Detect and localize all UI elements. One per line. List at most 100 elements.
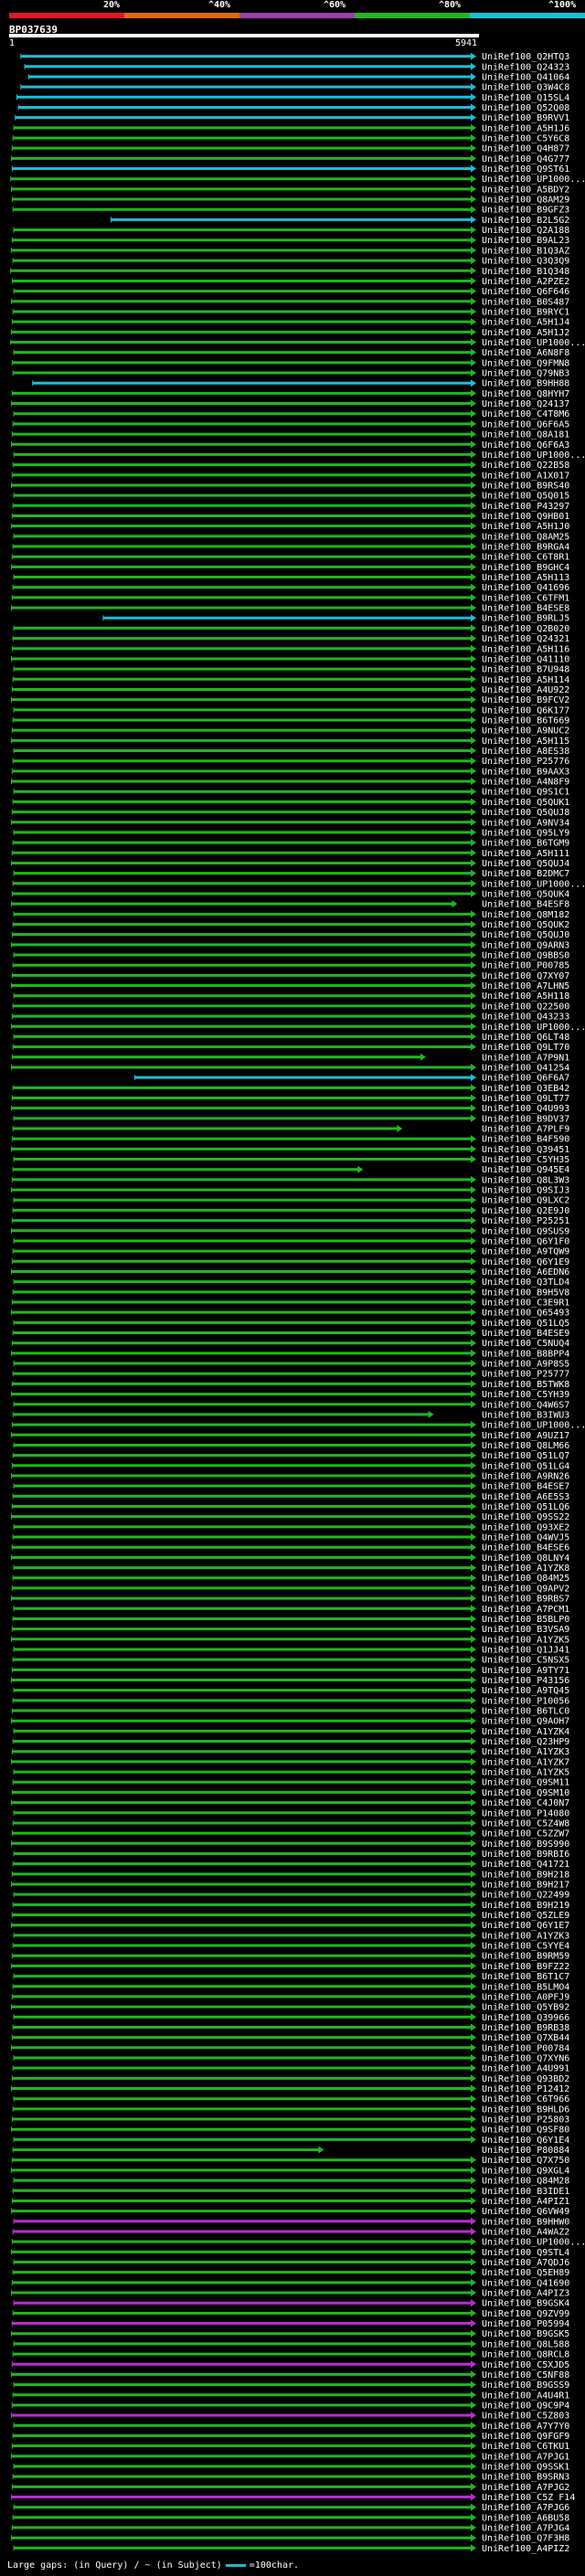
- hit-label[interactable]: UniRef100_UP1000...: [482, 879, 585, 889]
- hit-row[interactable]: UniRef100_B3IWU3: [12, 1410, 569, 1420]
- hit-label[interactable]: UniRef100_Q5Q015: [482, 492, 569, 502]
- hit-label[interactable]: UniRef100_C6TFM1: [482, 593, 569, 603]
- hit-row[interactable]: UniRef100_B9RBI6: [13, 1850, 569, 1860]
- hit-label[interactable]: UniRef100_C5NSX5: [482, 1656, 569, 1666]
- hit-label[interactable]: UniRef100_B9HLD6: [482, 2104, 569, 2115]
- hit-label[interactable]: UniRef100_B9AL23: [482, 236, 569, 246]
- hit-row[interactable]: UniRef100_A8ES38: [13, 747, 569, 757]
- hit-label[interactable]: UniRef100_Q7XB44: [482, 2033, 569, 2043]
- hit-row[interactable]: UniRef100_Q23HP9: [12, 1737, 569, 1747]
- hit-label[interactable]: UniRef100_B9SRN3: [482, 2473, 569, 2483]
- hit-row[interactable]: UniRef100_C5YYE4: [12, 1942, 569, 1952]
- hit-row[interactable]: UniRef100_Q6K177: [13, 705, 569, 716]
- hit-label[interactable]: UniRef100_A9TQ45: [482, 1686, 569, 1696]
- hit-label[interactable]: UniRef100_B9RBS7: [482, 1595, 569, 1605]
- hit-row[interactable]: UniRef100_Q6Y1E4: [13, 2136, 569, 2146]
- hit-label[interactable]: UniRef100_B9HH88: [482, 379, 569, 389]
- hit-label[interactable]: UniRef100_P43156: [482, 1676, 569, 1686]
- hit-row[interactable]: UniRef100_Q5QUJ0: [11, 930, 569, 940]
- hit-row[interactable]: UniRef100_Q4W6S7: [13, 1400, 569, 1410]
- hit-row[interactable]: UniRef100_Q8RCL8: [12, 2350, 569, 2360]
- hit-label[interactable]: UniRef100_B1Q3AZ: [482, 246, 569, 256]
- hit-label[interactable]: UniRef100_P25803: [482, 2115, 569, 2125]
- hit-label[interactable]: UniRef100_A9NV34: [482, 818, 569, 828]
- hit-label[interactable]: UniRef100_Q8AM29: [482, 196, 569, 206]
- hit-label[interactable]: UniRef100_A5H111: [482, 849, 569, 859]
- hit-row[interactable]: UniRef100_A1YZK4: [13, 1727, 569, 1737]
- hit-label[interactable]: UniRef100_A1X017: [482, 471, 569, 481]
- hit-row[interactable]: UniRef100_Q9SIJ3: [10, 1186, 569, 1196]
- hit-row[interactable]: UniRef100_A5H115: [10, 737, 569, 747]
- hit-label[interactable]: UniRef100_Q24321: [482, 634, 569, 644]
- hit-label[interactable]: UniRef100_Q9APV2: [482, 1584, 569, 1594]
- hit-label[interactable]: UniRef100_B9GSK5: [482, 2329, 569, 2339]
- hit-label[interactable]: UniRef100_B6T1C7: [482, 1972, 569, 1982]
- hit-label[interactable]: UniRef100_A1YZK5: [482, 1768, 569, 1778]
- hit-row[interactable]: UniRef100_B3VSA9: [11, 1625, 569, 1635]
- hit-row[interactable]: UniRef100_Q24137: [10, 399, 569, 409]
- hit-label[interactable]: UniRef100_B9RB38: [482, 2023, 569, 2033]
- hit-row[interactable]: UniRef100_Q9STL4: [10, 2248, 569, 2258]
- hit-label[interactable]: UniRef100_Q4WVJ5: [482, 1533, 569, 1543]
- hit-row[interactable]: UniRef100_UP1000...: [11, 2238, 585, 2248]
- hit-row[interactable]: UniRef100_Q39451: [10, 1145, 569, 1155]
- hit-row[interactable]: UniRef100_Q7X750: [11, 2156, 569, 2166]
- hit-row[interactable]: UniRef100_Q6F6A5: [12, 419, 569, 429]
- hit-row[interactable]: UniRef100_B9RYC1: [12, 307, 569, 317]
- hit-label[interactable]: UniRef100_B9GFZ3: [482, 206, 569, 216]
- hit-label[interactable]: UniRef100_A1YZK3: [482, 1931, 569, 1941]
- hit-label[interactable]: UniRef100_A7PJG6: [482, 2503, 569, 2513]
- hit-label[interactable]: UniRef100_Q8LM66: [482, 1441, 569, 1451]
- hit-row[interactable]: UniRef100_Q51LG4: [11, 1461, 569, 1471]
- hit-label[interactable]: UniRef100_Q41696: [482, 583, 569, 593]
- hit-row[interactable]: UniRef100_A7PCM1: [13, 1605, 569, 1615]
- hit-label[interactable]: UniRef100_P80884: [482, 2146, 569, 2156]
- hit-row[interactable]: UniRef100_C5Y6C8: [12, 133, 569, 143]
- hit-row[interactable]: UniRef100_Q51LQ7: [12, 1451, 569, 1461]
- hit-label[interactable]: UniRef100_A4U4R1: [482, 2390, 569, 2401]
- hit-label[interactable]: UniRef100_A5H116: [482, 644, 569, 654]
- hit-row[interactable]: UniRef100_P43156: [10, 1676, 569, 1686]
- hit-label[interactable]: UniRef100_Q5QUK1: [482, 798, 569, 808]
- hit-label[interactable]: UniRef100_Q9LT70: [482, 1043, 569, 1053]
- hit-label[interactable]: UniRef100_A4PIZ3: [482, 2289, 569, 2299]
- hit-row[interactable]: UniRef100_A7QDJ6: [13, 2258, 569, 2268]
- hit-row[interactable]: UniRef100_Q9APV2: [11, 1584, 569, 1594]
- hit-label[interactable]: UniRef100_B4ESE7: [482, 1482, 569, 1492]
- hit-label[interactable]: UniRef100_Q5ZLE9: [482, 1911, 569, 1921]
- hit-row[interactable]: UniRef100_UP1000...: [11, 1421, 585, 1431]
- hit-label[interactable]: UniRef100_B9RBI6: [482, 1850, 569, 1860]
- hit-row[interactable]: UniRef100_B9FCV2: [10, 695, 569, 705]
- hit-label[interactable]: UniRef100_Q9FMN8: [482, 358, 569, 368]
- hit-row[interactable]: UniRef100_UP1000...: [10, 338, 585, 348]
- hit-label[interactable]: UniRef100_A7P9N1: [482, 1053, 569, 1063]
- hit-row[interactable]: UniRef100_Q8M182: [13, 910, 569, 920]
- hit-label[interactable]: UniRef100_B9S990: [482, 1839, 569, 1850]
- hit-row[interactable]: UniRef100_Q9SUS9: [10, 1226, 569, 1236]
- hit-row[interactable]: UniRef100_P00785: [12, 961, 569, 971]
- hit-label[interactable]: UniRef100_Q4H877: [482, 144, 569, 154]
- hit-row[interactable]: UniRef100_C5NUQ4: [11, 1339, 569, 1349]
- hit-label[interactable]: UniRef100_B3IWU3: [482, 1410, 569, 1420]
- hit-label[interactable]: UniRef100_C3E9R1: [482, 1299, 569, 1309]
- hit-label[interactable]: UniRef100_Q4W6S7: [482, 1400, 569, 1410]
- hit-row[interactable]: UniRef100_B9AL23: [11, 236, 569, 246]
- hit-row[interactable]: UniRef100_Q7XYN6: [13, 2053, 569, 2063]
- hit-row[interactable]: UniRef100_A7PJG2: [11, 2483, 569, 2493]
- hit-label[interactable]: UniRef100_B9RVV1: [482, 113, 569, 123]
- hit-label[interactable]: UniRef100_C6T8R1: [482, 553, 569, 563]
- hit-row[interactable]: UniRef100_B8BPP4: [10, 1349, 569, 1359]
- hit-row[interactable]: UniRef100_A0PFJ9: [11, 1992, 569, 2002]
- hit-row[interactable]: UniRef100_Q9LT77: [11, 1094, 569, 1104]
- hit-row[interactable]: UniRef100_P25777: [12, 1370, 569, 1380]
- hit-row[interactable]: UniRef100_C4J0N7: [10, 1798, 569, 1808]
- hit-row[interactable]: UniRef100_A6E5S3: [12, 1492, 569, 1502]
- hit-label[interactable]: UniRef100_A4WAZ2: [482, 2227, 569, 2237]
- hit-row[interactable]: UniRef100_Q2E9J0: [12, 1206, 569, 1216]
- hit-label[interactable]: UniRef100_B9RYC1: [482, 307, 569, 317]
- hit-label[interactable]: UniRef100_C5Y6C8: [482, 133, 569, 143]
- hit-row[interactable]: UniRef100_B9RLJ5: [102, 614, 569, 624]
- hit-label[interactable]: UniRef100_Q5QUK2: [482, 920, 569, 930]
- hit-row[interactable]: UniRef100_Q52Q08: [17, 103, 569, 113]
- hit-label[interactable]: UniRef100_Q9SIJ3: [482, 1186, 569, 1196]
